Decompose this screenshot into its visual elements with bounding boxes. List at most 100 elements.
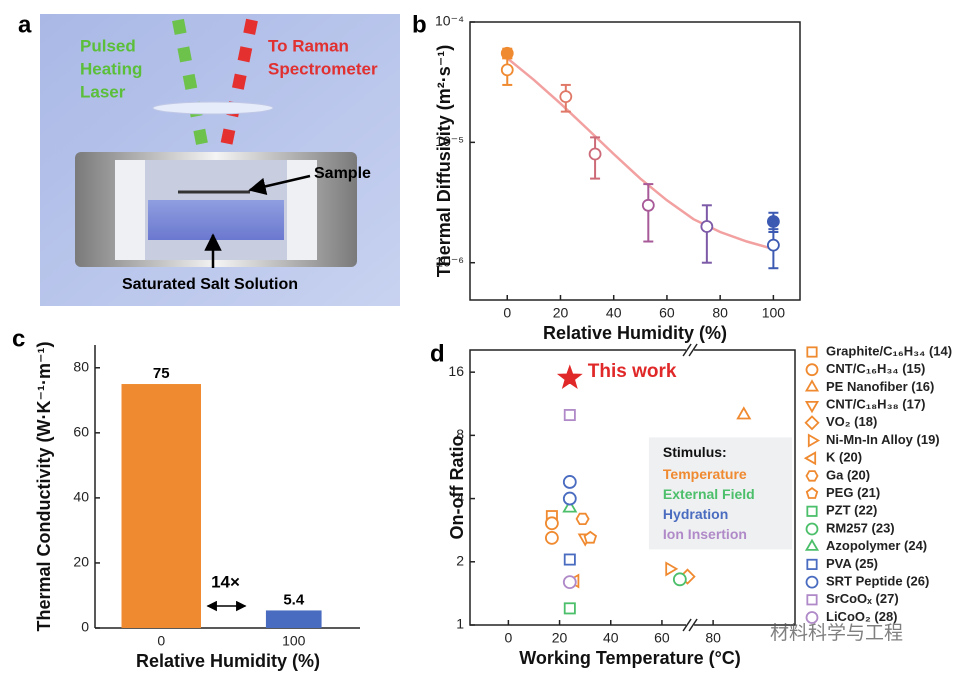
marker: [736, 406, 752, 420]
legend-label: Ni-Mn-In Alloy (19): [826, 432, 940, 447]
x-tick-label: 40: [603, 630, 619, 646]
marker: [672, 572, 687, 587]
x-tick-label: 60: [659, 305, 675, 321]
value-label: 5.4: [283, 591, 305, 608]
raman-label: Spectrometer: [268, 59, 378, 78]
marker: [556, 364, 583, 389]
marker: [544, 516, 559, 531]
legend-marker: [805, 486, 819, 499]
y-tick-label: 10⁻⁴: [435, 13, 464, 29]
marker: [559, 90, 573, 103]
highlight-label: This work: [588, 361, 677, 382]
axis-break-gap: [686, 622, 695, 628]
x-axis-label: Relative Humidity (%): [136, 651, 320, 671]
sample-arrow: [248, 174, 311, 195]
marker: [562, 491, 577, 506]
plot-frame: [469, 349, 796, 626]
legend-label: PEG (21): [826, 485, 880, 500]
legend-marker: [806, 505, 818, 517]
stimulus-box: [648, 437, 792, 550]
stimulus-title: Stimulus:: [663, 444, 727, 460]
x-tick-label: 100: [282, 633, 306, 649]
x-tick-label: 0: [504, 630, 512, 646]
legend-marker: [804, 415, 820, 431]
marker: [500, 46, 514, 60]
laser-label: Heating: [80, 59, 142, 78]
legend-marker: [806, 558, 818, 570]
axis-break-gap: [686, 347, 695, 353]
marker: [562, 575, 577, 590]
axis-break: [688, 343, 698, 357]
fit-line: [506, 57, 774, 251]
bar: [265, 610, 322, 628]
x-tick-label: 20: [552, 630, 568, 646]
axis-break: [682, 618, 692, 632]
y-tick-label: 2: [456, 552, 464, 568]
salt-solution: [148, 200, 284, 240]
legend-label: K (20): [826, 450, 862, 465]
legend-marker: [805, 575, 819, 589]
y-axis-label: On-off Ratio: [447, 436, 467, 540]
marker: [563, 409, 576, 422]
x-tick-label: 80: [705, 630, 721, 646]
marker: [700, 220, 714, 233]
y-tick-label: 0: [81, 619, 89, 635]
marker: [575, 512, 590, 525]
panel-a: a Pulsed Heating Laser To Raman Spectrom…: [18, 11, 400, 306]
legend-marker: [806, 594, 818, 606]
y-tick-label: 60: [73, 424, 89, 440]
x-tick-label: 60: [654, 630, 670, 646]
solution-label: Saturated Salt Solution: [122, 276, 298, 293]
marker: [562, 475, 577, 489]
marker: [766, 238, 780, 252]
x-tick-label: 40: [606, 305, 622, 321]
value-label: 75: [153, 365, 170, 382]
legend-marker: [805, 611, 819, 624]
laser-label: Pulsed: [80, 36, 136, 55]
x-tick-label: 100: [762, 305, 786, 321]
panel-letter: b: [412, 11, 427, 38]
marker: [563, 553, 576, 566]
legend-label: RM257 (23): [826, 520, 895, 535]
stimulus-item: External Field: [663, 486, 755, 502]
lens: [152, 101, 274, 115]
y-tick-label: 40: [73, 489, 89, 505]
plot-frame: [469, 21, 801, 301]
marker: [544, 530, 559, 545]
marker: [641, 198, 655, 212]
legend-label: SRT Peptide (26): [826, 574, 929, 589]
panel-letter: c: [12, 325, 25, 352]
panel-letter: a: [18, 11, 32, 38]
legend-label: CNT/C₁₆H₃₄ (15): [826, 361, 925, 376]
y-tick-label: 1: [456, 616, 464, 632]
legend-label: VO₂ (18): [826, 414, 877, 429]
y-axis-label: Thermal Diffusivity (m²·s⁻¹): [434, 45, 454, 278]
y-tick-label: 80: [73, 358, 89, 374]
legend-label: Graphite/C₁₆H₃₄ (14): [826, 343, 952, 358]
y-tick-label: 4: [456, 489, 464, 505]
stimulus-item: Temperature: [663, 466, 747, 482]
annotation: 14×: [211, 572, 240, 591]
raman-label: To Raman: [268, 36, 349, 55]
x-tick-label: 0: [157, 633, 165, 649]
marker: [588, 147, 602, 161]
legend-label: PZT (22): [826, 503, 877, 518]
legend-marker: [807, 433, 821, 448]
y-tick-label: 16: [448, 363, 464, 379]
sample-label: Sample: [314, 165, 371, 182]
y-tick-label: 10⁻⁶: [435, 253, 464, 269]
laser-label: Laser: [80, 82, 126, 101]
marker: [665, 561, 679, 577]
x-axis-label: Working Temperature (°C): [519, 648, 741, 668]
y-tick-label: 8: [456, 426, 464, 442]
panel-letter: d: [430, 340, 445, 367]
legend-marker: [805, 363, 819, 377]
legend-label: SrCoOₓ (27): [826, 591, 899, 606]
y-tick-label: 10⁻⁵: [435, 133, 464, 149]
x-tick-label: 0: [503, 305, 511, 321]
legend-marker: [805, 522, 819, 536]
legend-marker: [805, 470, 819, 482]
legend-label: LiCoO₂ (28): [826, 609, 898, 624]
